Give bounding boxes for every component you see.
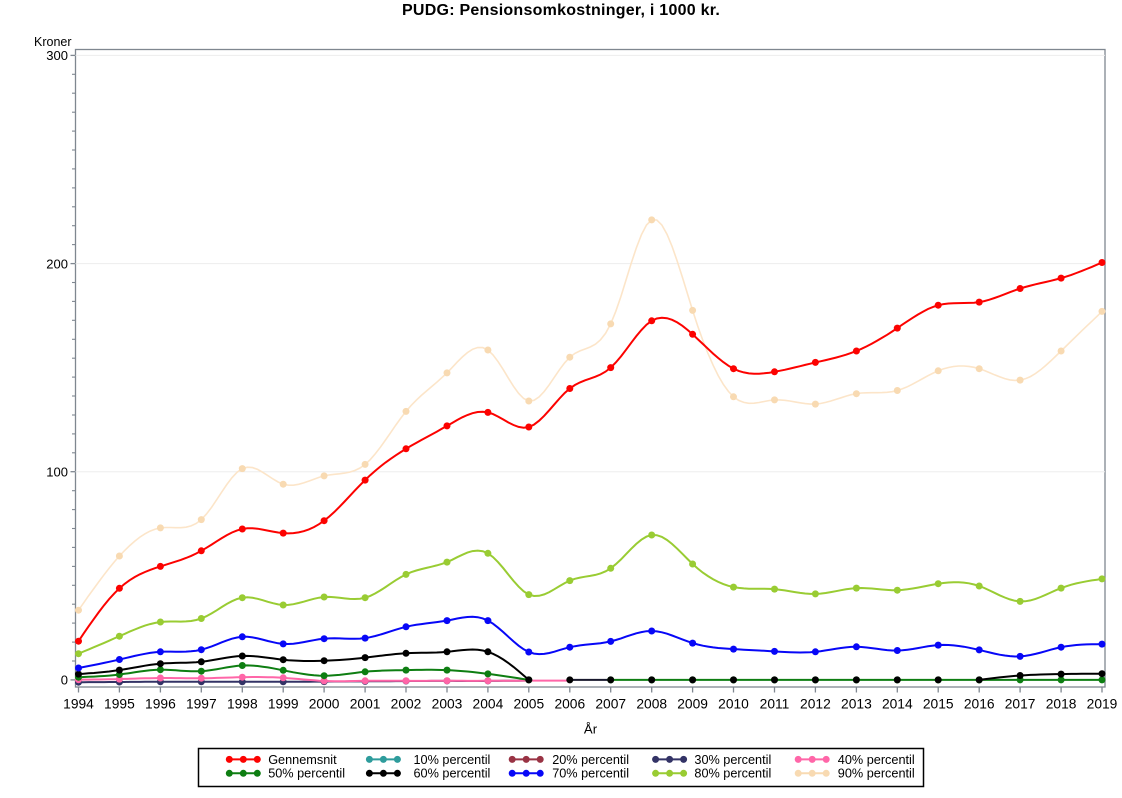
svg-text:1994: 1994 [63, 697, 94, 712]
svg-text:1995: 1995 [104, 697, 135, 712]
svg-text:1996: 1996 [145, 697, 176, 712]
svg-text:70% percentil: 70% percentil [552, 767, 629, 781]
svg-text:2014: 2014 [882, 697, 913, 712]
svg-text:2008: 2008 [636, 697, 667, 712]
svg-text:2005: 2005 [513, 697, 544, 712]
svg-text:30% percentil: 30% percentil [694, 753, 771, 767]
svg-text:2011: 2011 [760, 697, 790, 712]
svg-text:90% percentil: 90% percentil [838, 767, 915, 781]
svg-text:100: 100 [46, 465, 68, 480]
svg-text:20% percentil: 20% percentil [552, 753, 629, 767]
svg-text:PUDG: Pensionsomkostninger, i: PUDG: Pensionsomkostninger, i 1000 kr. [402, 2, 720, 19]
svg-text:2012: 2012 [800, 697, 831, 712]
svg-text:40% percentil: 40% percentil [838, 753, 915, 767]
svg-text:2015: 2015 [923, 697, 954, 712]
svg-text:200: 200 [46, 256, 68, 271]
svg-text:2016: 2016 [964, 697, 995, 712]
svg-text:2001: 2001 [350, 697, 381, 712]
svg-text:Gennemsnit: Gennemsnit [268, 753, 337, 767]
svg-text:2004: 2004 [473, 697, 504, 712]
svg-text:2019: 2019 [1087, 697, 1118, 712]
svg-text:2007: 2007 [595, 697, 626, 712]
svg-text:10% percentil: 10% percentil [414, 753, 491, 767]
svg-text:50% percentil: 50% percentil [268, 767, 345, 781]
svg-text:2002: 2002 [391, 697, 422, 712]
svg-text:2000: 2000 [309, 697, 340, 712]
svg-text:80% percentil: 80% percentil [694, 767, 771, 781]
svg-text:2006: 2006 [554, 697, 585, 712]
svg-text:1998: 1998 [227, 697, 258, 712]
svg-text:2018: 2018 [1046, 697, 1077, 712]
svg-text:1997: 1997 [186, 697, 217, 712]
svg-text:1999: 1999 [268, 697, 299, 712]
svg-text:2013: 2013 [841, 697, 872, 712]
svg-text:Kroner: Kroner [34, 35, 72, 49]
svg-text:2010: 2010 [718, 697, 749, 712]
svg-text:0: 0 [61, 673, 68, 688]
svg-text:300: 300 [46, 48, 68, 63]
svg-text:2009: 2009 [677, 697, 708, 712]
svg-text:60% percentil: 60% percentil [414, 767, 491, 781]
svg-text:2017: 2017 [1005, 697, 1036, 712]
svg-text:2003: 2003 [432, 697, 463, 712]
svg-text:År: År [584, 722, 598, 737]
